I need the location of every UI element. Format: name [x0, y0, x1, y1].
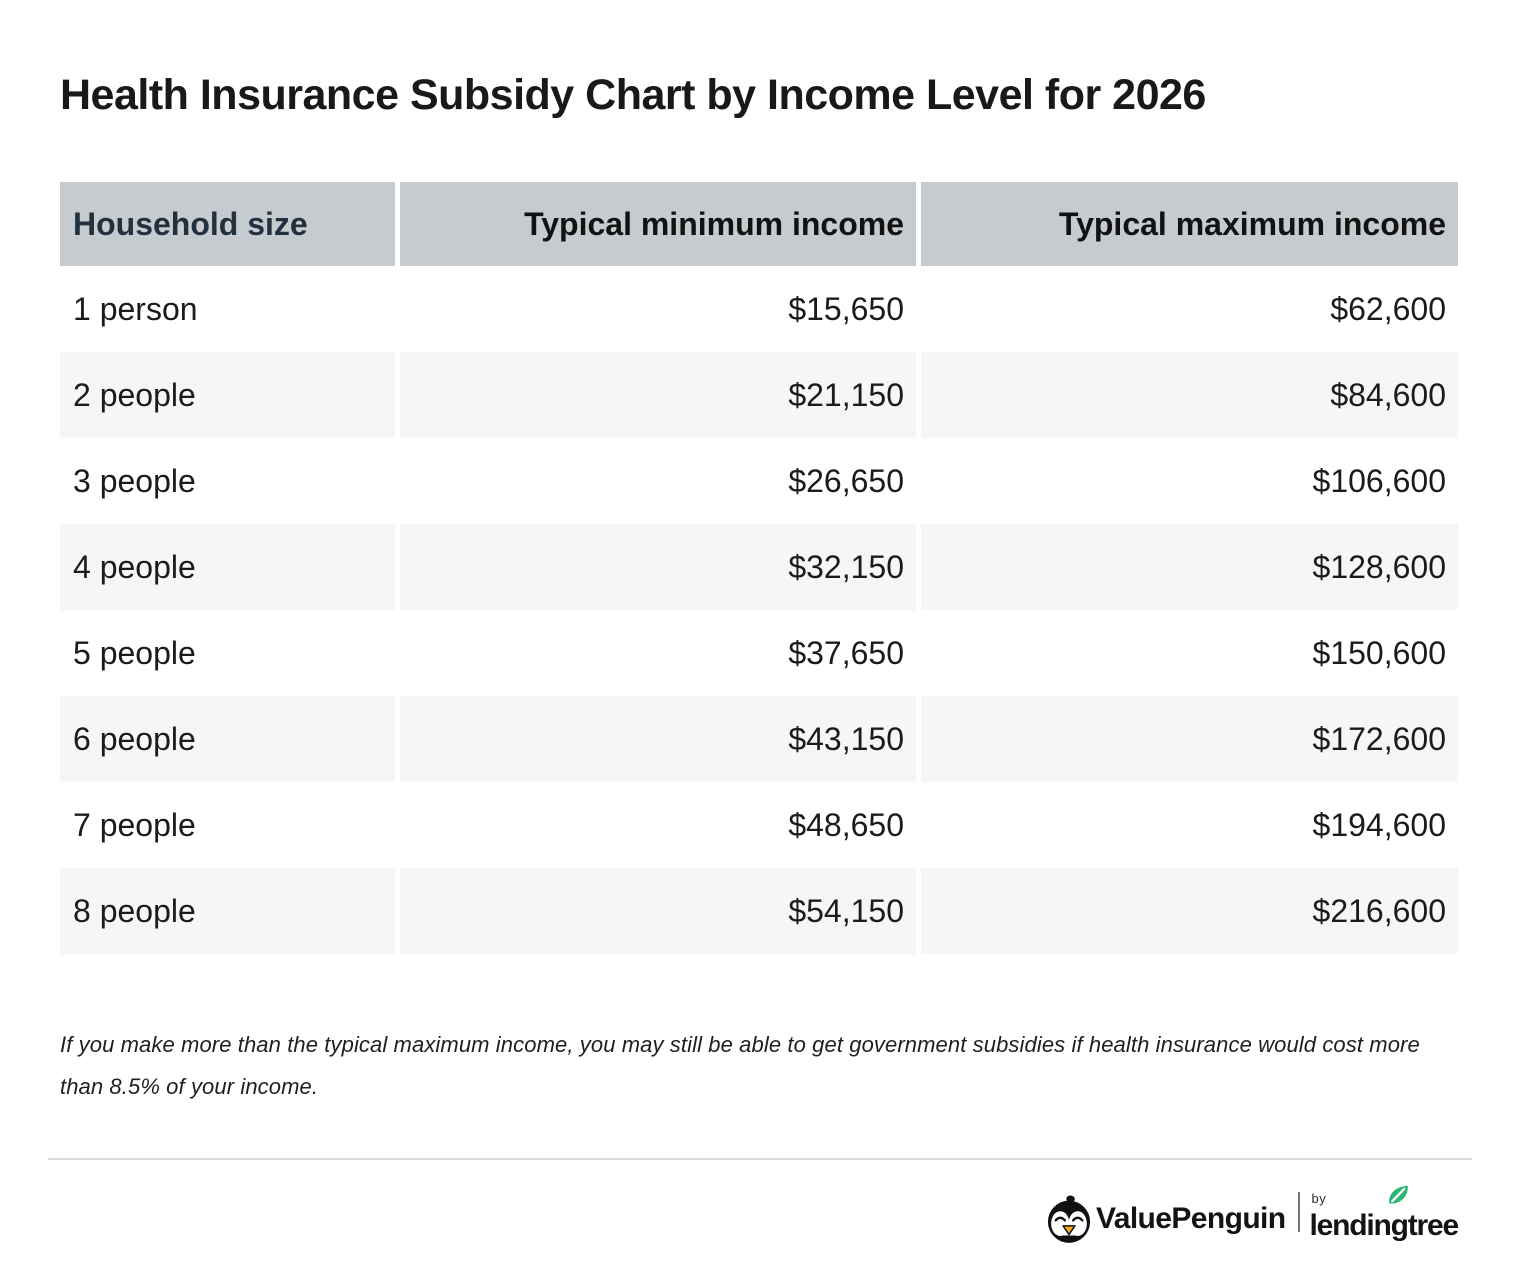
max-income-cell: $84,600	[921, 352, 1458, 439]
lendingtree-leaf-icon	[1388, 1185, 1408, 1204]
header-max-income: Typical maximum income	[921, 182, 1458, 267]
footer-divider-line	[48, 1158, 1472, 1161]
table-row: 4 people $32,150 $128,600	[60, 524, 1458, 611]
household-size-cell: 1 person	[60, 266, 395, 353]
brand-divider-bar	[1297, 1192, 1300, 1233]
min-income-cell: $21,150	[400, 352, 916, 439]
table-row: 5 people $37,650 $150,600	[60, 610, 1458, 697]
header-household-size: Household size	[60, 182, 395, 267]
max-income-cell: $106,600	[921, 438, 1458, 525]
min-income-cell: $37,650	[400, 610, 916, 697]
table-body: 1 person $15,650 $62,600 2 people $21,150 $84…	[60, 266, 1458, 955]
table-row: 2 people $21,150 $84,600	[60, 352, 1458, 439]
max-income-cell: $194,600	[921, 782, 1458, 869]
header-min-income: Typical minimum income	[400, 182, 916, 267]
min-income-cell: $32,150	[400, 524, 916, 611]
subsidy-table: Household size Typical minimum income Ty…	[60, 182, 1458, 955]
page-title: Health Insurance Subsidy Chart by Income…	[60, 71, 1206, 119]
table-row: 8 people $54,150 $216,600	[60, 868, 1458, 955]
footnote-line-2: than 8.5% of your income.	[60, 1074, 319, 1100]
max-income-cell: $128,600	[921, 524, 1458, 611]
footnote-line-1: If you make more than the typical maximu…	[60, 1032, 1420, 1058]
lendingtree-wordmark: lendingtree	[1309, 1209, 1460, 1243]
household-size-cell: 7 people	[60, 782, 395, 869]
max-income-cell: $150,600	[921, 610, 1458, 697]
footnote: If you make more than the typical maximu…	[60, 1024, 1458, 1108]
valuepenguin-penguin-icon	[1047, 1195, 1091, 1243]
household-size-cell: 4 people	[60, 524, 395, 611]
valuepenguin-wordmark: ValuePenguin	[1095, 1202, 1286, 1236]
table-row: 7 people $48,650 $194,600	[60, 782, 1458, 869]
household-size-cell: 8 people	[60, 868, 395, 955]
by-label: by	[1311, 1191, 1327, 1207]
min-income-cell: $48,650	[400, 782, 916, 869]
table-row: 6 people $43,150 $172,600	[60, 696, 1458, 783]
household-size-cell: 3 people	[60, 438, 395, 525]
max-income-cell: $172,600	[921, 696, 1458, 783]
max-income-cell: $216,600	[921, 868, 1458, 955]
footer-brand-bar: ValuePenguin by lendingtree	[60, 1185, 1460, 1244]
max-income-cell: $62,600	[921, 266, 1458, 353]
household-size-cell: 6 people	[60, 696, 395, 783]
min-income-cell: $43,150	[400, 696, 916, 783]
table-header-row: Household size Typical minimum income Ty…	[60, 182, 1458, 267]
table-row: 3 people $26,650 $106,600	[60, 438, 1458, 525]
min-income-cell: $15,650	[400, 266, 916, 353]
min-income-cell: $26,650	[400, 438, 916, 525]
household-size-cell: 2 people	[60, 352, 395, 439]
table-row: 1 person $15,650 $62,600	[60, 266, 1458, 353]
lendingtree-lockup: by lendingtree	[1309, 1185, 1460, 1243]
household-size-cell: 5 people	[60, 610, 395, 697]
min-income-cell: $54,150	[400, 868, 916, 955]
